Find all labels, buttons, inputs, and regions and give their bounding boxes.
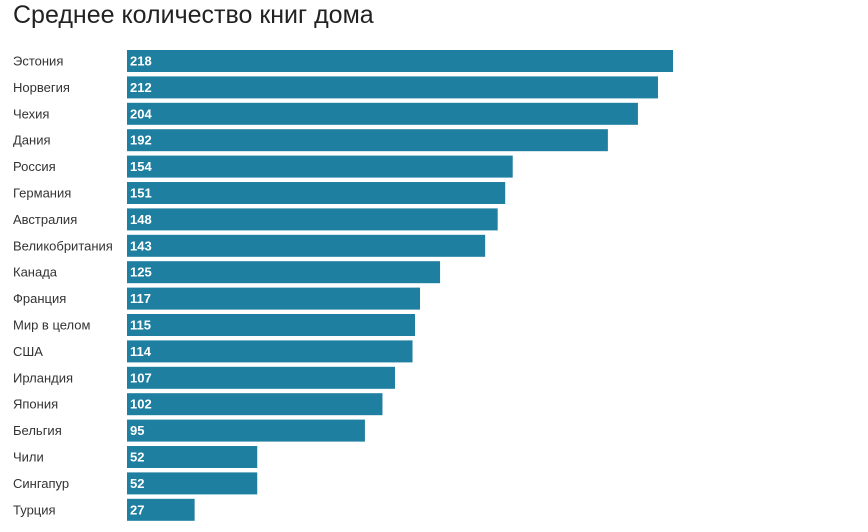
data-label: 212: [130, 80, 152, 95]
category-label: Ирландия: [13, 370, 73, 385]
bar: [127, 76, 658, 99]
bar: [127, 393, 383, 416]
chart-title: Среднее количество книг дома: [13, 1, 374, 29]
category-label: Великобритания: [13, 238, 113, 253]
category-label: Норвегия: [13, 80, 70, 95]
bar: [127, 234, 486, 257]
bar: [127, 155, 513, 178]
data-label: 27: [130, 502, 144, 517]
data-label: 114: [130, 344, 152, 359]
category-label: Канада: [13, 265, 58, 280]
category-label: Сингапур: [13, 476, 69, 491]
category-label: Бельгия: [13, 423, 62, 438]
category-label: Чили: [13, 450, 44, 465]
bar: [127, 208, 498, 231]
data-label: 218: [130, 54, 152, 69]
category-label: Франция: [13, 291, 66, 306]
bar: [127, 261, 441, 284]
data-label: 95: [130, 423, 144, 438]
category-label: Эстония: [13, 54, 63, 69]
category-label: Дания: [13, 133, 51, 148]
data-label: 192: [130, 133, 152, 148]
data-label: 204: [130, 106, 152, 121]
data-label: 143: [130, 238, 152, 253]
bar: [127, 314, 416, 336]
bar: [127, 182, 506, 204]
bar: [127, 129, 608, 152]
bar: [127, 472, 258, 495]
data-label: 107: [130, 370, 152, 385]
data-label: 125: [130, 265, 152, 280]
bar: [127, 366, 395, 389]
data-label: 117: [130, 291, 151, 306]
data-label: 115: [130, 318, 151, 333]
bar: [127, 287, 421, 310]
category-label: Германия: [13, 186, 71, 201]
bar: [127, 446, 258, 468]
bar: [127, 340, 413, 363]
category-label: Россия: [13, 159, 56, 174]
data-label: 52: [130, 476, 144, 491]
category-label: Чехия: [13, 106, 49, 121]
data-label: 154: [130, 159, 152, 174]
data-label: 102: [130, 397, 152, 412]
data-label: 52: [130, 450, 144, 465]
bar: [127, 498, 195, 521]
bar: [127, 419, 365, 442]
category-label: Мир в целом: [13, 318, 91, 333]
category-label: США: [13, 344, 43, 359]
category-label: Япония: [13, 397, 58, 412]
data-label: 151: [130, 186, 152, 201]
bar: [127, 102, 638, 125]
bar: [127, 50, 673, 72]
category-label: Турция: [13, 502, 56, 517]
data-label: 148: [130, 212, 152, 227]
category-label: Австралия: [13, 212, 77, 227]
